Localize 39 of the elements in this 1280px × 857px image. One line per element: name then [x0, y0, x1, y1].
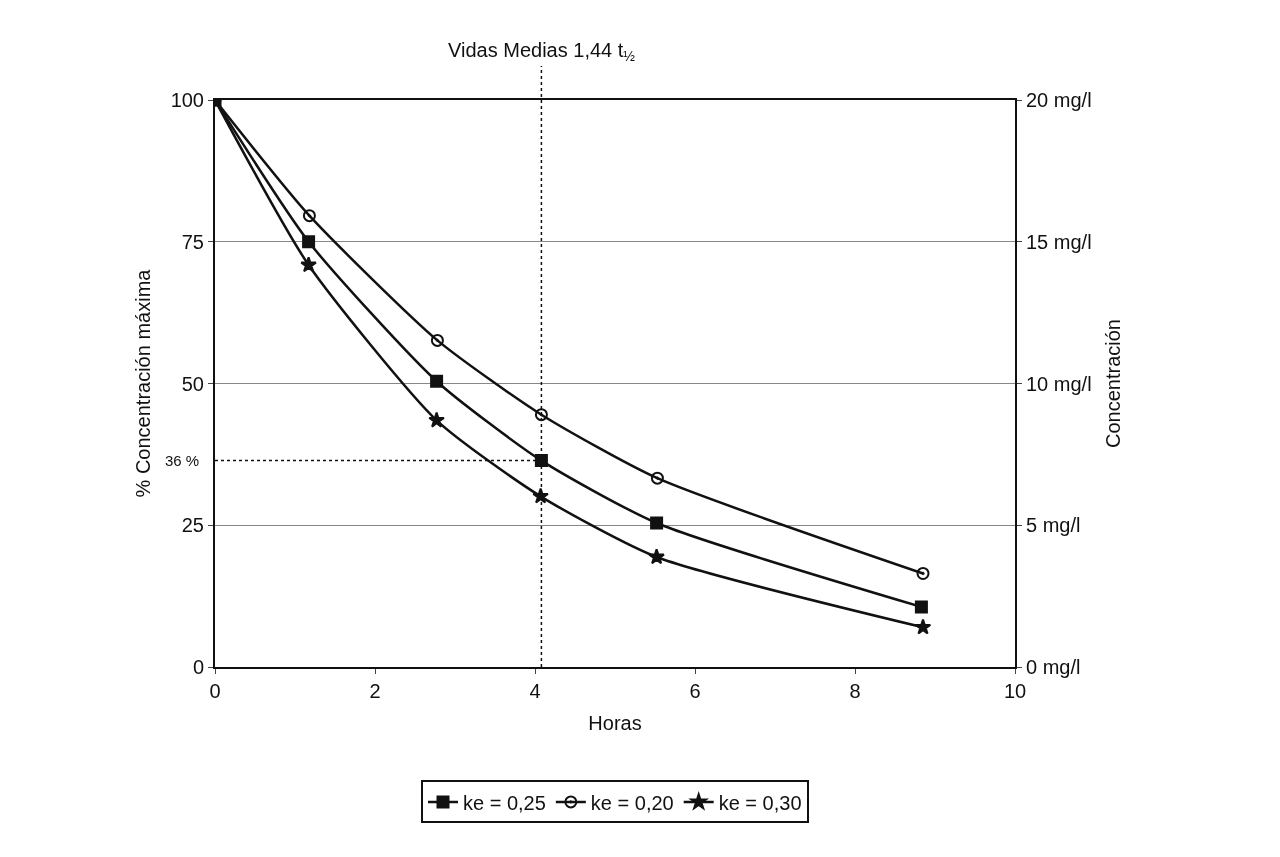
legend-label: ke = 0,30: [718, 791, 802, 814]
y-tick-label: 75: [181, 230, 204, 253]
ref-line-label: 36 %: [165, 452, 200, 469]
y-tick-label: 0: [192, 656, 204, 678]
point: [914, 618, 932, 635]
point: [430, 333, 444, 347]
x-tick-label: 0: [209, 680, 221, 702]
x-tick-label: 10: [1003, 680, 1027, 702]
legend-label: ke = 0,20: [590, 791, 674, 814]
point: [302, 235, 316, 249]
y-tick-label: 25: [181, 514, 204, 537]
point: [534, 454, 548, 468]
point: [428, 411, 445, 428]
y2-tick-label: 15 mg/l: [1026, 230, 1092, 253]
x-tick-label: 8: [849, 680, 861, 702]
y-tick-label: 50: [181, 372, 204, 395]
point: [914, 600, 928, 614]
x-axis-title: Horas: [588, 712, 642, 734]
x-tick-label: 6: [689, 680, 701, 702]
y-tick-label: 100: [170, 89, 204, 111]
y2-tick-label: 20 mg/l: [1026, 89, 1092, 111]
ref-line-label: Vidas Medias 1,44 t$_{½}$: [448, 39, 636, 65]
point: [300, 256, 317, 273]
y2-tick-label: 0 mg/l: [1026, 656, 1081, 678]
point: [916, 566, 930, 580]
point: [532, 487, 549, 504]
point: [534, 408, 548, 422]
point: [650, 471, 664, 485]
point: [650, 516, 664, 530]
x-tick-label: 4: [529, 680, 541, 702]
y2-tick-label: 10 mg/l: [1026, 372, 1092, 395]
point: [648, 548, 665, 565]
point: [430, 374, 444, 388]
x-tick-label: 2: [369, 680, 381, 702]
y2-axis-title: Concentración: [1101, 319, 1124, 448]
y2-tick-label: 5 mg/l: [1026, 514, 1081, 537]
y-axis-title: % Concentración máxima: [131, 268, 154, 498]
point: [302, 209, 316, 223]
legend-label: ke = 0,25: [463, 791, 546, 814]
